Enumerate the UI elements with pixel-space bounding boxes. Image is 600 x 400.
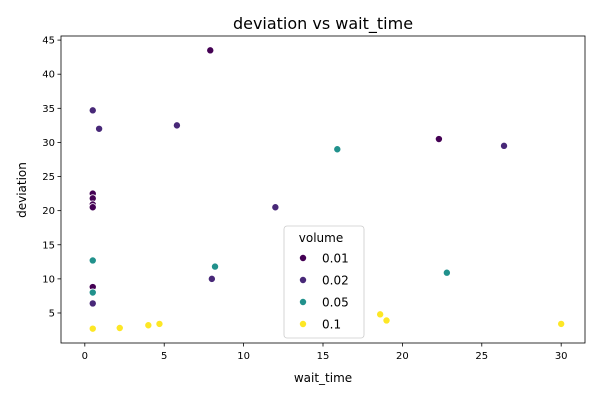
y-tick-label: 20 [42, 206, 55, 217]
data-point [271, 203, 280, 212]
data-point [115, 323, 124, 332]
y-tick-label: 5 [49, 308, 55, 319]
data-point [144, 321, 153, 330]
x-tick-label: 0 [82, 351, 88, 362]
x-tick-label: 20 [396, 351, 409, 362]
data-point [88, 324, 97, 333]
legend-marker [298, 275, 307, 284]
x-tick-label: 25 [475, 351, 488, 362]
data-point [442, 268, 451, 277]
x-axis-label: wait_time [294, 371, 352, 385]
y-tick-label: 15 [42, 240, 55, 251]
data-point [88, 106, 97, 115]
data-point [88, 299, 97, 308]
y-tick-label: 40 [42, 70, 55, 81]
x-tick-label: 15 [317, 351, 330, 362]
plot-area [88, 46, 566, 333]
data-point [333, 145, 342, 154]
legend-label: 0.01 [322, 252, 349, 266]
y-tick-label: 25 [42, 172, 55, 183]
legend-title: volume [299, 231, 343, 245]
y-tick-label: 30 [42, 138, 55, 149]
x-tick-label: 30 [555, 351, 568, 362]
data-point [172, 121, 181, 130]
legend-label: 0.1 [322, 318, 341, 332]
legend-label: 0.02 [322, 274, 349, 288]
data-point [211, 262, 220, 271]
data-point [434, 135, 443, 144]
data-point [207, 274, 216, 283]
data-point [557, 319, 566, 328]
data-point [206, 46, 215, 55]
y-tick-label: 10 [42, 274, 55, 285]
data-point [95, 124, 104, 133]
data-point [376, 310, 385, 319]
data-point [88, 256, 97, 265]
chart-title: deviation vs wait_time [233, 14, 413, 34]
data-point [155, 319, 164, 328]
data-point [500, 141, 509, 150]
legend-box [283, 225, 365, 339]
y-tick-label: 45 [42, 36, 55, 47]
legend: volume 0.01 0.02 0.05 0.1 [283, 225, 365, 339]
y-tick-label: 35 [42, 104, 55, 115]
x-tick-label: 5 [161, 351, 167, 362]
legend-marker [298, 253, 307, 262]
axes: 0 5 10 15 20 25 30 5 10 15 20 25 30 35 40 45 [42, 36, 586, 362]
legend-marker [298, 297, 307, 306]
x-tick-label: 10 [237, 351, 250, 362]
data-point [382, 316, 391, 325]
data-point [88, 288, 97, 297]
legend-marker [298, 319, 307, 328]
legend-label: 0.05 [322, 296, 349, 310]
data-point [88, 203, 97, 212]
y-axis-label: deviation [15, 162, 29, 218]
